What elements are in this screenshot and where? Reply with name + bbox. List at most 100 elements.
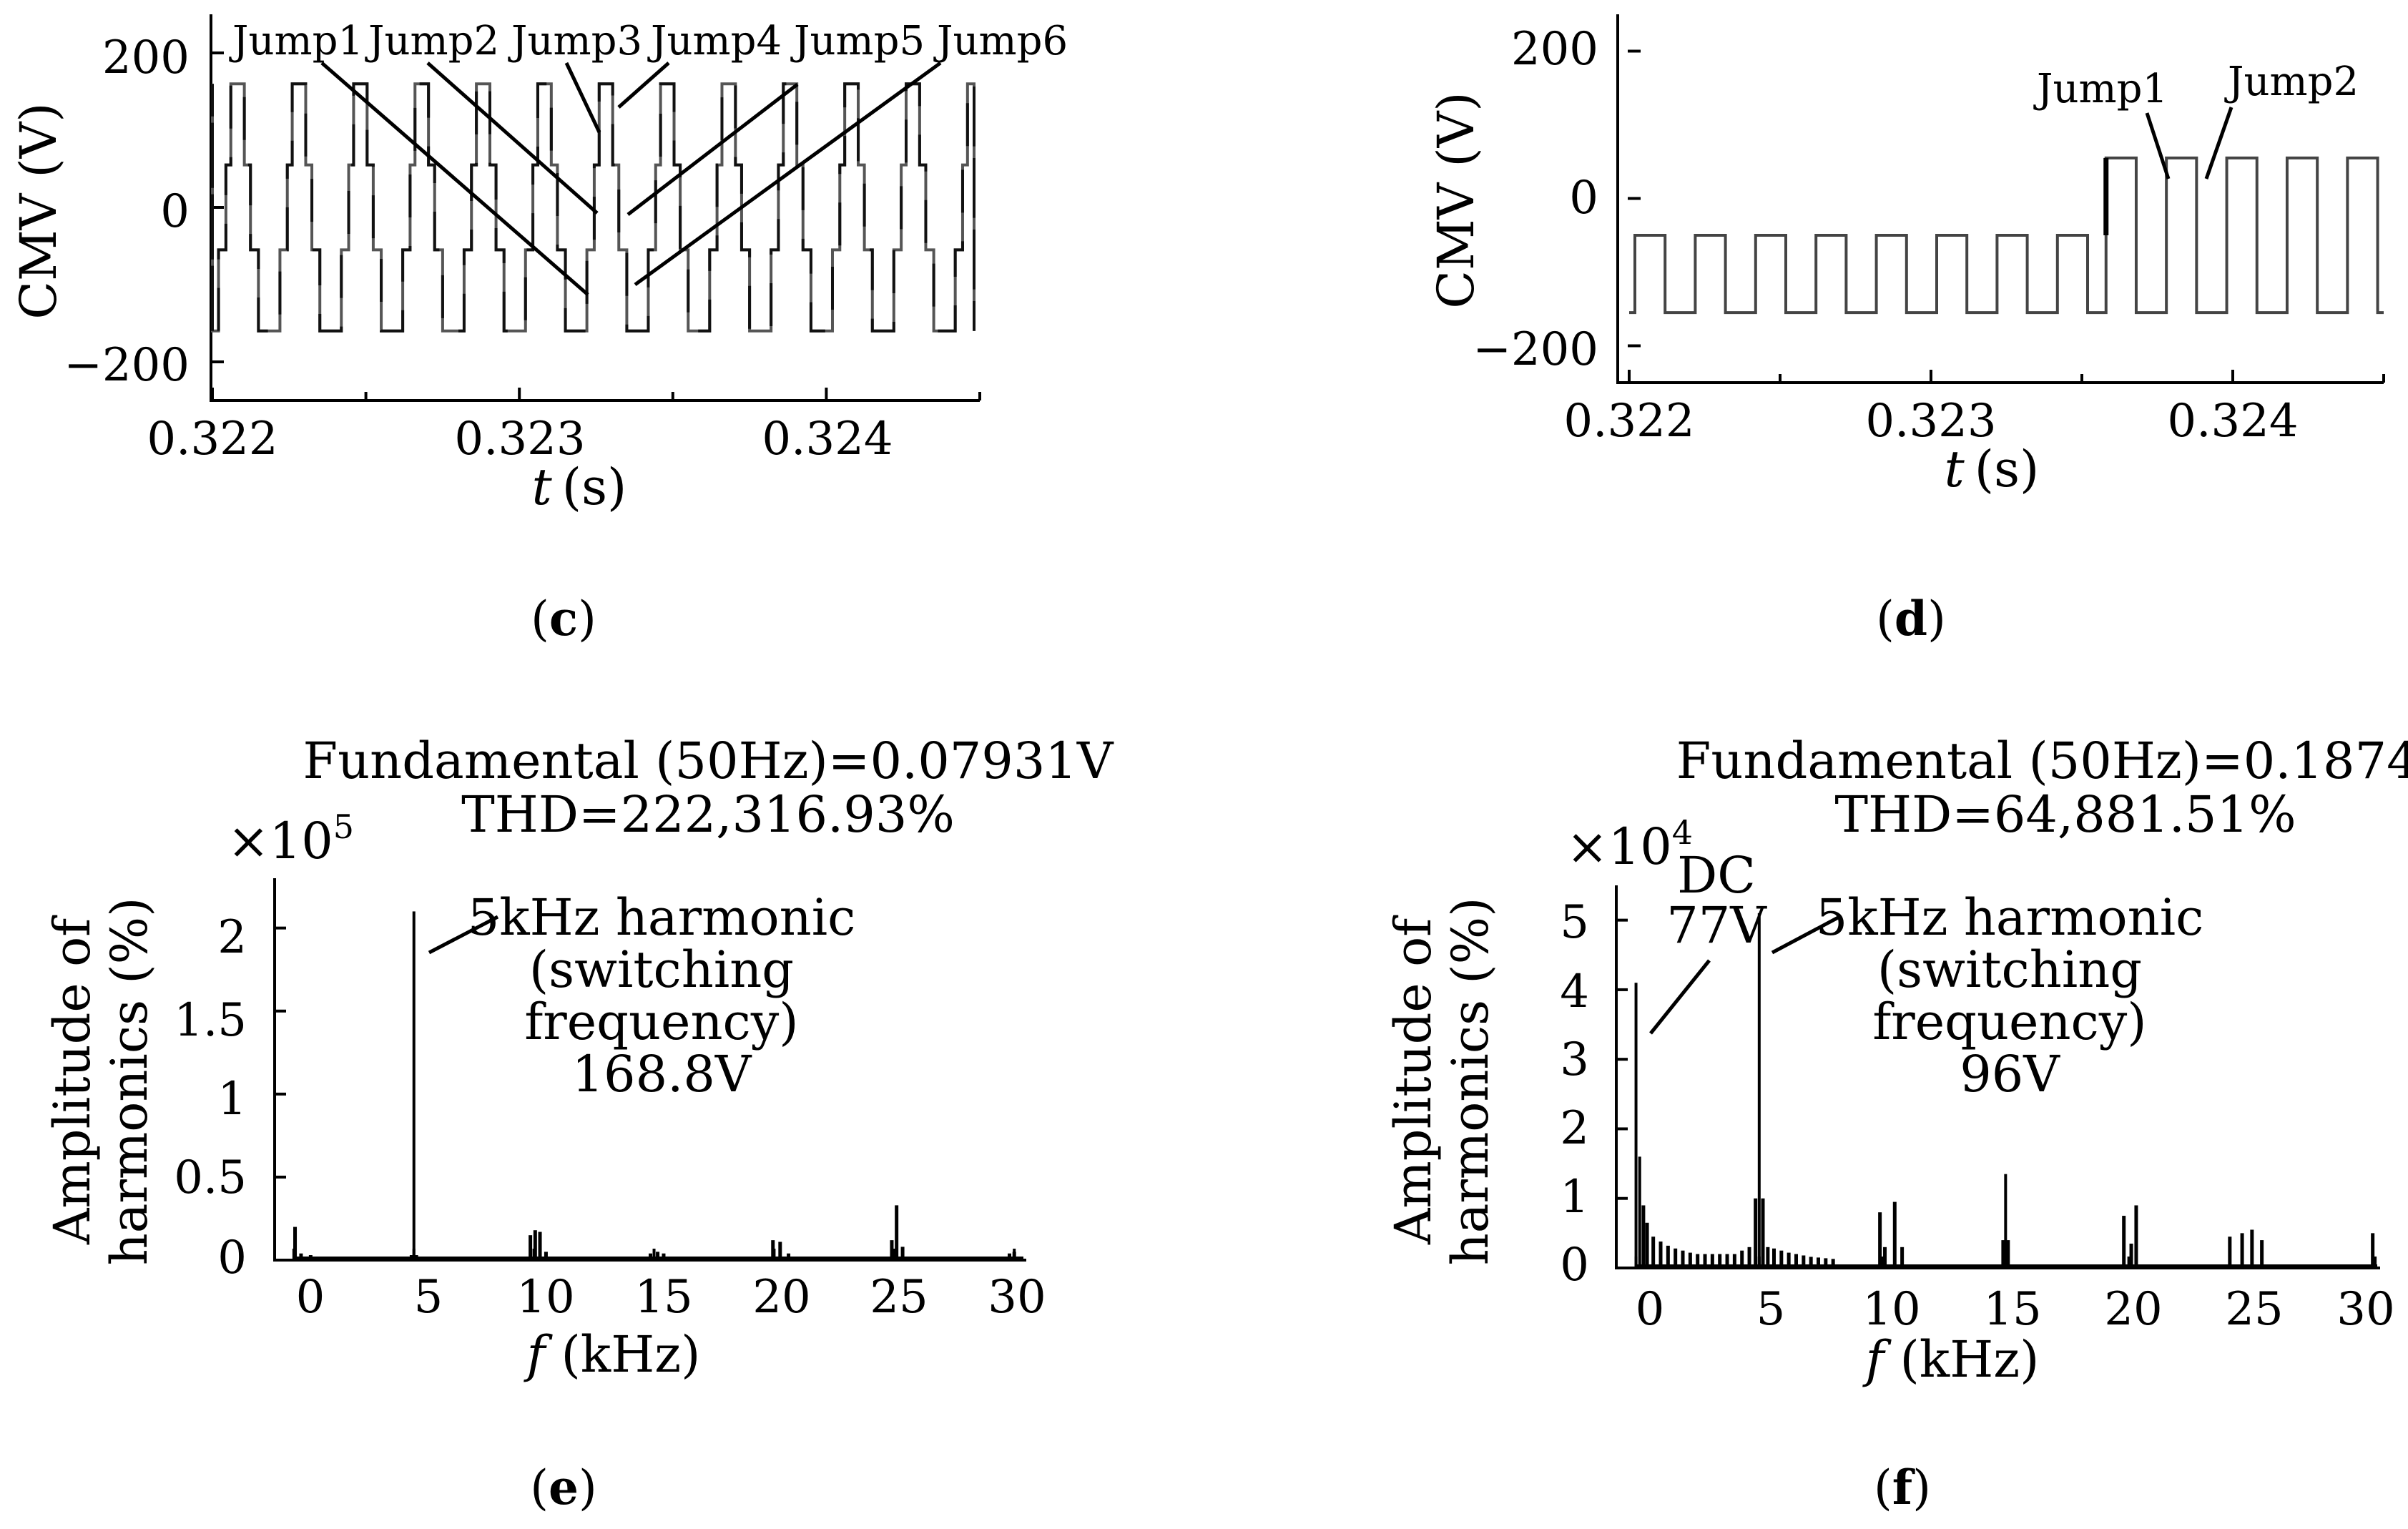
f-bar-33 — [1892, 1201, 1897, 1268]
f-bar-9 — [1688, 1252, 1692, 1268]
c-annotation-jump4: Jump4 — [647, 18, 782, 64]
e-xtick-5: 5 — [414, 1271, 443, 1324]
e-panel-letter: e — [549, 1460, 579, 1515]
f-bar-25 — [1794, 1254, 1798, 1268]
e-ytick-1: 1 — [217, 1073, 247, 1126]
e-bar-19 — [900, 1247, 905, 1260]
e-bar-21 — [1012, 1252, 1016, 1260]
c-leader-jump1 — [320, 62, 589, 296]
f-panel-letter: f — [1892, 1460, 1915, 1515]
f-bar-26 — [1802, 1255, 1806, 1268]
f-bar-28 — [1817, 1257, 1821, 1268]
f-bar-15 — [1732, 1254, 1736, 1268]
f-xtick-20: 20 — [2104, 1283, 2162, 1336]
f-bar-7 — [1674, 1248, 1678, 1268]
e-ylabel-line1: Amplitude of — [43, 915, 102, 1245]
f-xlabel-var: f — [1862, 1330, 1892, 1389]
e-bar-8 — [533, 1230, 537, 1260]
f-bar-41 — [2228, 1237, 2232, 1268]
f-bar-21 — [1766, 1247, 1770, 1268]
e-ylabel-line2: harmonics (%) — [100, 898, 159, 1266]
f-bar-11 — [1703, 1254, 1707, 1268]
c-annotation-jump1: Jump1 — [229, 18, 363, 64]
c-xtick-0323: 0.323 — [454, 413, 585, 466]
c-leader-jump3 — [564, 62, 601, 134]
e-bar-4 — [409, 1255, 413, 1260]
e-xlabel-var: f — [524, 1325, 554, 1384]
e-bars-group — [293, 911, 1023, 1260]
f-ylabel-line2: harmonics (%) — [1441, 898, 1500, 1266]
c-panel-letter: c — [549, 591, 578, 646]
e-bar-15 — [778, 1242, 782, 1260]
f-leader-5khz — [1771, 915, 1841, 955]
c-xlabel: t (s) — [532, 458, 627, 516]
f-title-fundamental: Fundamental (50Hz)=0.1874V — [1676, 732, 2408, 790]
panel-e: Fundamental (50Hz)=0.07931V THD=222,316.… — [43, 732, 1114, 1515]
e-bar-5 — [412, 911, 416, 1260]
d-ytick-200: 200 — [1511, 23, 1598, 76]
e-annotation-frequency: frequency) — [524, 993, 798, 1051]
e-ytick-0-5: 0.5 — [174, 1151, 247, 1204]
e-bar-18 — [895, 1205, 899, 1260]
d-xtick-0324: 0.324 — [2167, 395, 2298, 448]
f-xlabel: f (kHz) — [1862, 1330, 2040, 1389]
f-ytick-3: 3 — [1560, 1033, 1589, 1086]
d-annotation-jump2: Jump2 — [2224, 59, 2359, 105]
c-cmv-trace-black — [211, 82, 976, 333]
f-bar-1 — [1638, 1156, 1641, 1268]
f-bar-16 — [1740, 1250, 1744, 1268]
f-leader-dc — [1649, 959, 1711, 1035]
f-bar-27 — [1809, 1257, 1813, 1268]
f-bar-45 — [2371, 1233, 2375, 1268]
f-xtick-25: 25 — [2225, 1283, 2283, 1336]
e-ytick-1-5: 1.5 — [174, 994, 247, 1047]
e-bar-17 — [890, 1240, 894, 1260]
f-multiplier-base: ×10 — [1566, 817, 1672, 876]
d-waveform-group — [1629, 156, 2384, 315]
c-ytick-neg200: −200 — [64, 339, 190, 392]
e-bar-0 — [293, 1226, 298, 1260]
f-multiplier: ×104 — [1566, 813, 1693, 876]
e-bar-13 — [662, 1253, 666, 1260]
e-xtick-0: 0 — [296, 1271, 325, 1324]
e-annotation-switching: (switching — [529, 940, 794, 999]
f-bar-23 — [1779, 1250, 1784, 1268]
f-ylabel-line1: Amplitude of — [1384, 915, 1443, 1245]
f-bar-29 — [1824, 1258, 1828, 1268]
f-annotation-dc: DC — [1677, 846, 1756, 905]
f-bar-20 — [1761, 1198, 1765, 1268]
f-title-thd: THD=64,881.51% — [1834, 785, 2296, 844]
c-panel-label: (c) — [531, 591, 596, 646]
c-annotation-jump5: Jump5 — [790, 18, 925, 64]
e-title-thd: THD=222,316.93% — [461, 785, 955, 844]
f-bar-14 — [1725, 1254, 1729, 1268]
c-leader-jump6 — [634, 61, 942, 287]
d-leader-jump2 — [2204, 107, 2233, 180]
e-multiplier: ×105 — [227, 807, 354, 870]
f-bar-24 — [1787, 1252, 1791, 1268]
e-xtick-10: 10 — [516, 1271, 574, 1324]
c-xlabel-var: t — [532, 458, 553, 516]
e-bar-11 — [649, 1253, 652, 1260]
f-bar-31 — [1878, 1212, 1882, 1268]
e-xlabel: f (kHz) — [524, 1325, 701, 1384]
d-ytick-neg200: −200 — [1473, 323, 1598, 376]
f-bar-6 — [1666, 1245, 1670, 1268]
c-ytick-0: 0 — [160, 185, 190, 238]
f-bar-43 — [2250, 1229, 2254, 1268]
f-bar-4 — [1651, 1237, 1656, 1268]
f-bar-32 — [1883, 1247, 1887, 1268]
e-multiplier-base: ×10 — [227, 812, 333, 870]
f-ytick-1: 1 — [1560, 1171, 1589, 1224]
c-ytick-200: 200 — [102, 31, 190, 84]
c-annotation-jump6: Jump6 — [933, 18, 1068, 64]
d-cmv-trace — [1629, 156, 2384, 315]
panel-c: 200 0 −200 0.322 0.323 0.324 t (s) CMV (V… — [9, 14, 1068, 646]
e-xtick-25: 25 — [870, 1271, 928, 1324]
e-bar-7 — [529, 1235, 533, 1260]
f-bar-12 — [1710, 1254, 1714, 1268]
e-bar-16 — [787, 1253, 791, 1260]
d-ylabel: CMV (V) — [1427, 92, 1485, 308]
e-bar-3 — [315, 1257, 320, 1260]
